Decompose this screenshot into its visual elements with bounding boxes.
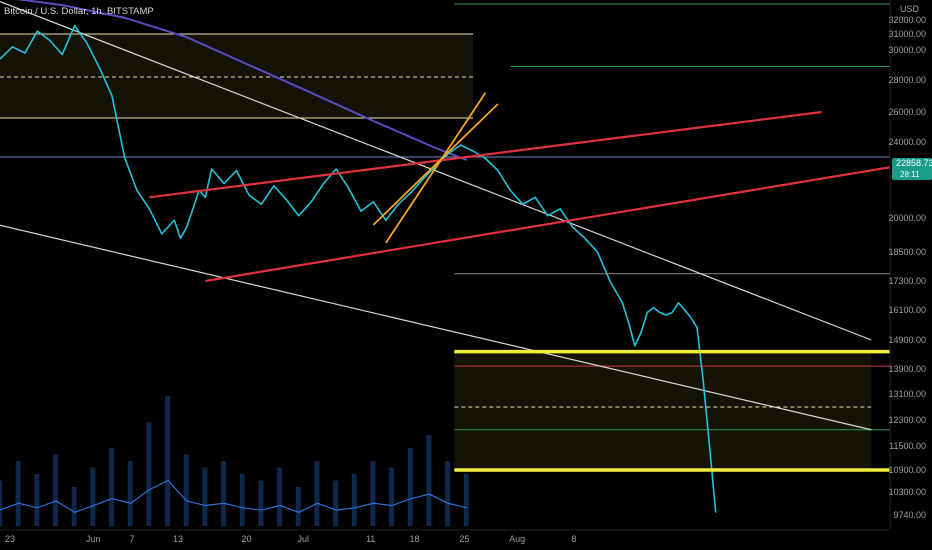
price-tag-bg (892, 158, 932, 180)
x-tick-label: Aug (509, 534, 525, 544)
price-scale-bg (890, 0, 932, 530)
y-tick-label: 24000.00 (888, 137, 926, 147)
y-tick-label: 32000.00 (888, 15, 926, 25)
volume-bar (445, 461, 451, 526)
wedge-inner (385, 92, 487, 244)
y-tick-label: 13900.00 (888, 364, 926, 374)
volume-bar (109, 448, 115, 526)
countdown-label: 28:11 (900, 170, 920, 179)
y-tick-label: 14900.00 (888, 335, 926, 345)
volume-bar (407, 448, 413, 526)
y-tick-label: 30000.00 (888, 45, 926, 55)
x-tick-label: 18 (410, 534, 420, 544)
volume-bar (53, 454, 59, 526)
y-tick-label: 17300.00 (888, 276, 926, 286)
volume-bar (34, 474, 40, 526)
y-tick-label: 10900.00 (888, 465, 926, 475)
x-tick-label: 25 (459, 534, 469, 544)
channel-upper (149, 110, 822, 199)
volume-bar (71, 487, 77, 526)
volume-bar (351, 474, 357, 526)
horizontal-lines-layer (0, 3, 890, 431)
volume-bar (389, 467, 395, 526)
volume-bar (277, 467, 283, 526)
y-tick-label: 13100.00 (888, 389, 926, 399)
volume-bar (146, 422, 152, 526)
time-scale-bg (0, 530, 932, 550)
volume-layer (0, 396, 469, 526)
current-price-label: 22858.73 (896, 158, 932, 168)
channel-lines-layer (149, 110, 932, 283)
y-tick-label: 10300.00 (888, 487, 926, 497)
moving-average-layer (16, 0, 468, 161)
y-tick-label: 16100.00 (888, 305, 926, 315)
zone-upper-fill (0, 34, 474, 118)
y-tick-label: 12300.00 (888, 415, 926, 425)
y-tick-label: 31000.00 (888, 29, 926, 39)
channel-lower (205, 159, 932, 283)
volume-bar (370, 461, 376, 526)
y-tick-label: 18500.00 (888, 247, 926, 257)
volume-bar (15, 461, 21, 526)
current-price-tag: 22858.73 28:11 (892, 158, 932, 180)
key-levels-layer (454, 349, 890, 472)
volume-line (0, 479, 467, 514)
volume-bar (295, 487, 301, 526)
volume-bar (0, 480, 2, 526)
moving-average-line (16, 0, 468, 161)
y-tick-label: 28000.00 (888, 75, 926, 85)
y-tick-label: 11500.00 (889, 441, 926, 451)
wedge-lines-layer (372, 92, 499, 244)
volume-bar (258, 480, 264, 526)
zones-layer (0, 33, 872, 471)
volume-bar (314, 461, 320, 526)
wedge-outer (372, 103, 499, 226)
x-tick-label: 7 (129, 534, 134, 544)
currency-label: USD (900, 4, 920, 14)
x-tick-label: 11 (366, 534, 375, 544)
x-tick-label: 20 (242, 534, 252, 544)
trend-upper (0, 1, 872, 341)
volume-bar (202, 467, 208, 526)
x-tick-label: 13 (173, 534, 183, 544)
x-tick-label: 8 (571, 534, 576, 544)
y-tick-label: 9740.00 (893, 510, 926, 520)
volume-bar (333, 480, 339, 526)
price-layer (0, 24, 717, 513)
volume-bar (221, 461, 227, 526)
y-tick-label: 20000.00 (888, 213, 926, 223)
zone-lower-fill (454, 351, 872, 470)
trend-lines-layer (0, 1, 872, 431)
volume-bar (127, 461, 133, 526)
volume-bar (239, 474, 245, 526)
x-tick-label: Jun (86, 534, 101, 544)
trend-lower (0, 224, 872, 431)
volume-bar (165, 396, 171, 526)
volume-bar (426, 435, 432, 526)
price-scale[interactable]: 32000.00 31000.00 30000.00 28000.00 26000.00… (888, 15, 926, 520)
volume-bar (463, 474, 469, 526)
y-tick-label: 26000.00 (888, 107, 926, 117)
price-line (0, 24, 717, 513)
volume-bar (90, 467, 96, 526)
x-tick-label: 23 (5, 534, 15, 544)
volume-bar (183, 454, 189, 526)
chart-title: Bitcoin / U.S. Dollar, 1h, BITSTAMP (4, 6, 154, 17)
x-tick-label: Jul (298, 534, 310, 544)
time-scale[interactable]: 23 Jun 7 13 20 Jul 11 18 25 Aug 8 (5, 534, 576, 544)
